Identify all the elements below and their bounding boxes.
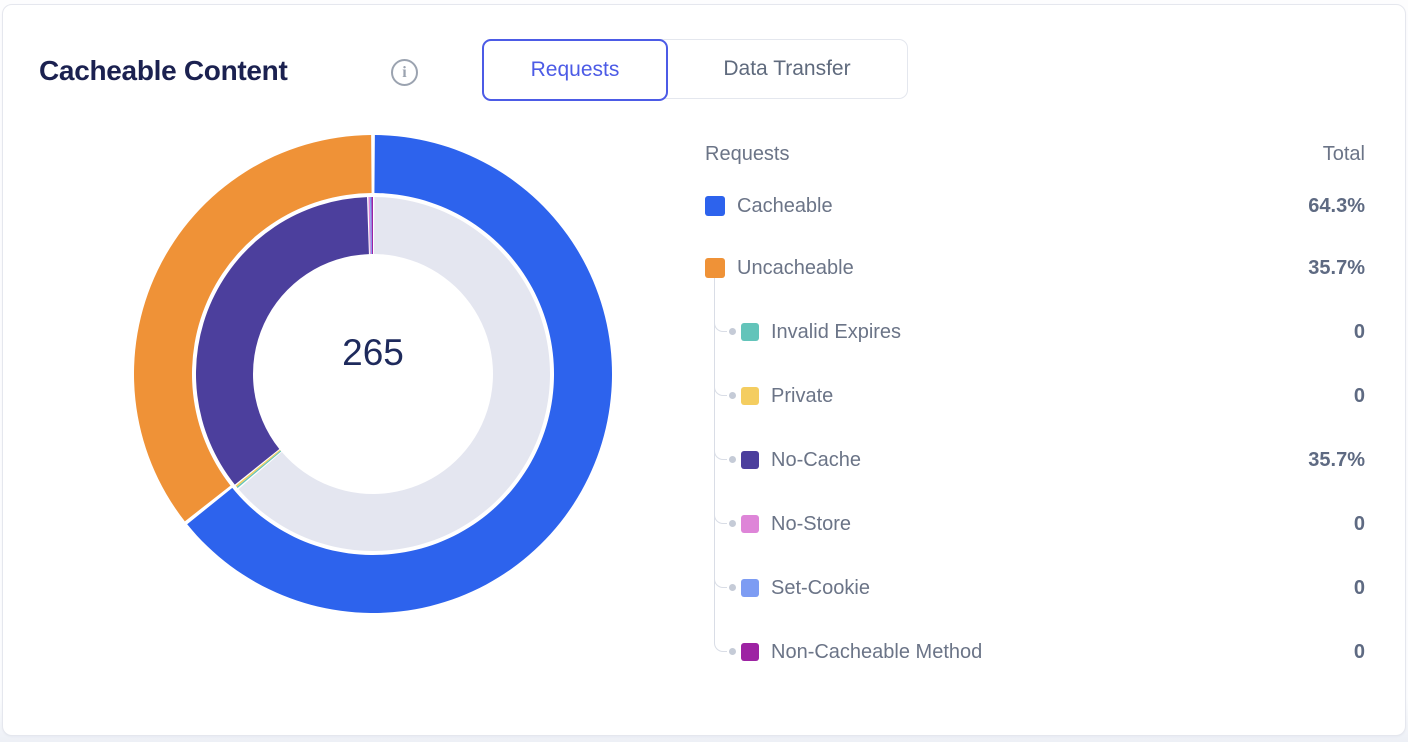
tab-requests[interactable]: Requests — [482, 39, 668, 101]
legend-row[interactable]: Private 0 — [705, 376, 1365, 416]
legend-row[interactable]: No-Store 0 — [705, 504, 1365, 544]
tree-dot — [729, 648, 736, 655]
legend-label: Uncacheable — [737, 256, 854, 279]
legend-label: Non-Cacheable Method — [771, 640, 983, 663]
legend-header: Requests Total — [705, 140, 1365, 168]
legend-label: Set-Cookie — [771, 576, 870, 599]
legend-label: No-Cache — [771, 448, 862, 471]
tree-elbow — [714, 574, 727, 588]
donut-segment-cacheable[interactable] — [238, 197, 550, 551]
tree-elbow — [714, 510, 727, 524]
tab-data-transfer[interactable]: Data Transfer — [667, 40, 907, 98]
legend-header-total: Total — [1322, 142, 1365, 165]
page-title: Cacheable Content — [39, 55, 288, 86]
legend-header-requests: Requests — [705, 142, 790, 165]
legend-swatch — [741, 579, 759, 597]
legend-row[interactable]: No-Cache 35.7% — [705, 440, 1365, 480]
tree-elbow — [714, 638, 727, 652]
tree-elbow — [714, 318, 727, 332]
donut-segment-uncacheable[interactable] — [134, 135, 372, 522]
legend-value: 0 — [1353, 640, 1365, 663]
donut-segment-no-store[interactable] — [368, 197, 371, 255]
donut-segment-invalid-expires[interactable] — [236, 450, 282, 489]
donut-svg[interactable] — [133, 134, 613, 614]
donut-segment-non-cacheable-method[interactable] — [371, 197, 373, 255]
cacheable-content-card: Cacheable Content i Requests Data Transf… — [2, 4, 1406, 736]
legend-swatch — [741, 387, 759, 405]
legend-swatch — [741, 515, 759, 533]
tree-dot — [729, 520, 736, 527]
tree-elbow — [714, 382, 727, 396]
legend: Requests Total Cacheable 64.3% Uncacheab… — [705, 140, 1365, 672]
donut-chart[interactable]: 265 — [133, 134, 613, 614]
legend-value: 0 — [1353, 384, 1365, 407]
legend-row[interactable]: Invalid Expires 0 — [705, 312, 1365, 352]
legend-value: 0 — [1353, 512, 1365, 535]
legend-label: Private — [771, 384, 834, 407]
legend-value: 64.3% — [1308, 194, 1365, 217]
legend-swatch — [741, 323, 759, 341]
legend-value: 35.7% — [1308, 448, 1365, 471]
legend-row[interactable]: Set-Cookie 0 — [705, 568, 1365, 608]
legend-tree-line — [714, 278, 715, 638]
legend-value: 0 — [1353, 320, 1365, 343]
legend-row[interactable]: Cacheable 64.3% — [705, 186, 1365, 226]
donut-segment-cacheable[interactable] — [187, 135, 612, 613]
legend-label: Cacheable — [737, 194, 833, 217]
donut-segment-no-cache[interactable] — [196, 197, 369, 485]
legend-row[interactable]: Uncacheable 35.7% — [705, 248, 1365, 288]
legend-swatch — [705, 196, 725, 216]
tree-dot — [729, 584, 736, 591]
tree-elbow — [714, 446, 727, 460]
legend-row[interactable]: Non-Cacheable Method 0 — [705, 632, 1365, 672]
donut-segment-set-cookie[interactable] — [369, 197, 372, 255]
legend-swatch — [741, 451, 759, 469]
legend-value: 0 — [1353, 576, 1365, 599]
info-icon[interactable]: i — [391, 59, 418, 86]
tree-dot — [729, 456, 736, 463]
legend-value: 35.7% — [1308, 256, 1365, 279]
legend-swatch — [741, 643, 759, 661]
legend-swatch — [705, 258, 725, 278]
donut-segment-private[interactable] — [235, 449, 281, 487]
tree-dot — [729, 392, 736, 399]
tab-group: Requests Data Transfer — [482, 39, 908, 101]
tree-dot — [729, 328, 736, 335]
legend-label: Invalid Expires — [771, 320, 902, 343]
legend-label: No-Store — [771, 512, 852, 535]
